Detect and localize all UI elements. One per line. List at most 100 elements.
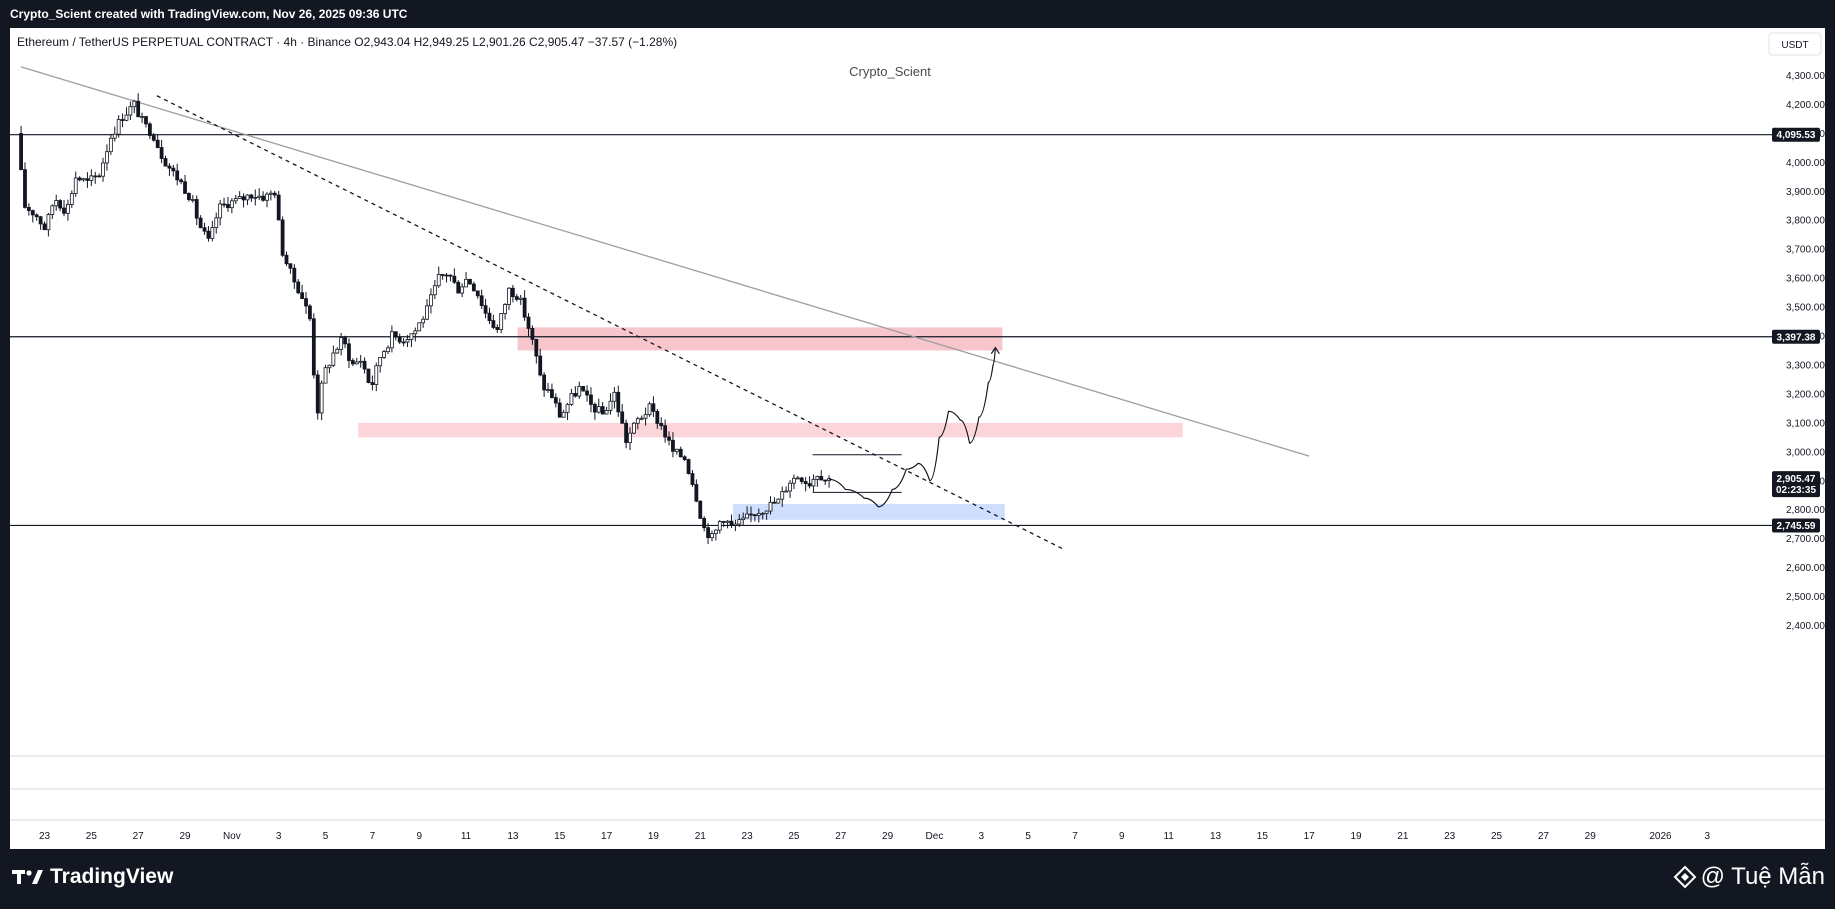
chart-watermark: Crypto_Scient xyxy=(849,64,931,79)
candle-body xyxy=(760,512,765,515)
candle-body xyxy=(132,100,137,108)
candle-body xyxy=(284,254,289,265)
time-axis[interactable]: 23 25 27 29 Nov 3 5 7 9 11 13 15 17 19 21 23 25 27 29 Dec 3 5… xyxy=(39,831,1711,842)
time-tick-label: 3 xyxy=(979,831,985,842)
candle-body xyxy=(452,275,457,283)
candle-body xyxy=(647,403,652,416)
candle-body xyxy=(456,281,461,294)
candle-body xyxy=(530,328,535,340)
candle-body xyxy=(678,448,683,458)
resistance-zone-upper[interactable] xyxy=(517,327,1003,351)
candle-body xyxy=(745,513,749,519)
candle-body xyxy=(159,147,164,159)
price-tick-label: 3,100.00 xyxy=(1786,418,1825,429)
candle-body xyxy=(222,203,226,206)
candle-body xyxy=(561,411,566,418)
candle-body xyxy=(635,418,640,424)
candle-body xyxy=(382,351,386,358)
candle-body xyxy=(706,527,710,539)
price-tick-label: 4,200.00 xyxy=(1786,100,1825,111)
candle-body xyxy=(370,382,375,385)
candle-body xyxy=(795,477,800,480)
level-badge-label-1: 3,397.38 xyxy=(1777,332,1816,343)
level-badge-label-2: 2,745.59 xyxy=(1777,521,1816,532)
candle-body xyxy=(69,193,74,205)
candle-body xyxy=(694,484,699,502)
candle-body xyxy=(50,205,55,215)
symbol-legend: Ethereum / TetherUS PERPETUAL CONTRACT ·… xyxy=(17,35,677,49)
price-axis[interactable]: 2,400.00 2,500.00 2,600.00 2,700.00 2,800.00… xyxy=(1772,71,1825,632)
candle-body xyxy=(116,119,121,135)
candle-body xyxy=(155,139,160,148)
candle-body xyxy=(784,490,789,493)
time-tick-label: 27 xyxy=(1538,831,1550,842)
candle-body xyxy=(756,513,761,516)
candle-body xyxy=(483,305,488,314)
candle-body xyxy=(93,175,98,178)
time-tick-label: 9 xyxy=(416,831,422,842)
candle-body xyxy=(495,327,500,330)
time-tick-label: 25 xyxy=(1491,831,1503,842)
last-price-label: 2,905.47 xyxy=(1777,474,1816,485)
projection-path[interactable] xyxy=(829,347,996,508)
long-trendline[interactable] xyxy=(20,66,1310,457)
candle-body xyxy=(491,320,496,328)
demand-zone[interactable] xyxy=(733,503,1005,520)
candle-body xyxy=(241,196,246,201)
price-tick-label: 2,400.00 xyxy=(1786,621,1825,632)
candle-body xyxy=(663,425,668,438)
candle-body xyxy=(507,287,511,305)
time-tick-label: 25 xyxy=(788,831,800,842)
candle-body xyxy=(768,501,773,512)
time-tick-label: 3 xyxy=(1705,831,1711,842)
candle-body xyxy=(475,290,480,297)
candle-body xyxy=(89,175,94,181)
resistance-zone-middle[interactable] xyxy=(358,422,1183,438)
candle-body xyxy=(144,116,148,125)
candle-body xyxy=(522,297,527,318)
candle-body xyxy=(308,305,312,320)
candle-body xyxy=(737,519,742,525)
candle-body xyxy=(592,404,597,413)
horizontal-levels-layer xyxy=(10,134,1772,527)
candle-body xyxy=(823,479,828,482)
candle-body xyxy=(77,177,82,181)
candle-body xyxy=(616,391,621,413)
candle-body xyxy=(565,403,570,413)
candle-body xyxy=(741,517,746,521)
candle-body xyxy=(202,227,207,232)
candle-body xyxy=(62,207,66,214)
candle-body xyxy=(58,200,63,209)
candle-body xyxy=(34,214,39,218)
candle-body xyxy=(581,385,586,392)
price-tick-label: 3,600.00 xyxy=(1786,274,1825,285)
candle-body xyxy=(733,523,738,526)
candle-body xyxy=(401,341,406,344)
candle-body xyxy=(702,518,707,529)
candle-body xyxy=(112,133,117,139)
level-badge-2 xyxy=(1772,518,1820,533)
dotted-trendline[interactable] xyxy=(156,95,1066,551)
candle-body xyxy=(792,477,796,484)
candle-body xyxy=(386,347,390,353)
currency-button[interactable] xyxy=(1768,32,1822,56)
candle-body xyxy=(272,192,277,196)
candle-body xyxy=(319,382,324,414)
candle-body xyxy=(479,295,484,307)
candle-body xyxy=(233,198,238,202)
footer-brand: TradingView xyxy=(50,865,174,888)
projection-layer xyxy=(829,346,1000,508)
candle-body xyxy=(226,204,230,209)
candle-body xyxy=(628,432,632,443)
time-tick-label: 7 xyxy=(1072,831,1078,842)
plot-background xyxy=(10,28,1825,849)
price-tick-label: 3,300.00 xyxy=(1786,360,1825,371)
candle-body xyxy=(276,194,281,221)
candle-body xyxy=(546,389,550,391)
candle-body xyxy=(448,274,453,277)
candle-body xyxy=(335,348,340,354)
candle-body xyxy=(753,514,757,517)
candle-body xyxy=(366,368,371,383)
time-tick-label: 9 xyxy=(1119,831,1125,842)
